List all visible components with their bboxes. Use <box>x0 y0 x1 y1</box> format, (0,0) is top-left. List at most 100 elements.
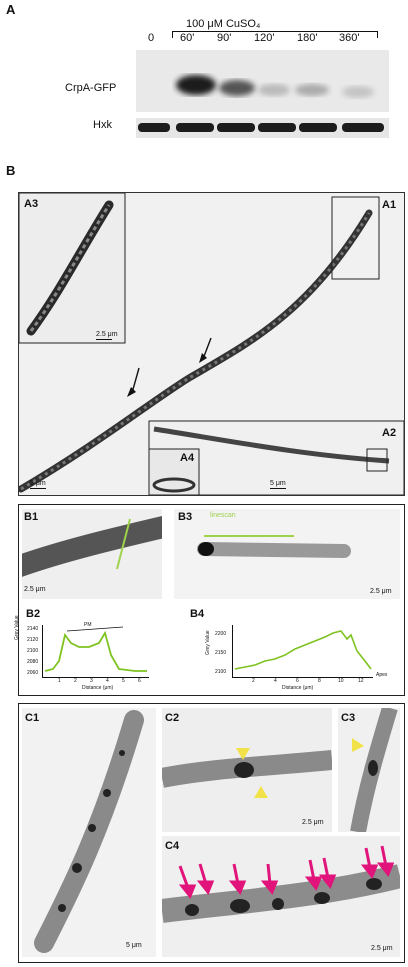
scale-c2: 2.5 μm <box>302 819 324 826</box>
arrow-shape <box>199 353 207 363</box>
scale-bar <box>96 339 112 340</box>
c4-image <box>162 836 400 957</box>
panel-c-frame <box>18 703 405 963</box>
label-b2: B2 <box>26 608 41 620</box>
arrow-shape <box>376 862 395 877</box>
label-b3: B3 <box>178 511 193 523</box>
blot-band <box>176 123 214 132</box>
b4-xtick: 8 <box>318 678 321 684</box>
arrowhead-shape <box>236 748 250 760</box>
treatment-label: 100 μM CuSO₄ <box>186 18 261 30</box>
annotation-arrow <box>66 626 124 632</box>
b2-xlabel: Distance (μm) <box>82 685 114 691</box>
scale-bar <box>270 488 286 489</box>
label-a3: A3 <box>24 198 39 210</box>
panel-b-letter: B <box>6 163 16 178</box>
linescan-line <box>116 518 131 570</box>
b2-annotation: PM <box>84 622 92 628</box>
scale-bar <box>30 488 46 489</box>
hypha-shape <box>29 204 111 332</box>
b4-xtick: 2 <box>252 678 255 684</box>
organelle <box>234 762 254 778</box>
blot-band <box>176 75 216 95</box>
b2-xtick: 5 <box>122 678 125 684</box>
organelle <box>58 904 66 912</box>
b4-xtick: 10 <box>338 678 344 684</box>
b4-ylabel: Grey Value <box>205 630 211 655</box>
b2-xtick: 2 <box>74 678 77 684</box>
arrow-shape <box>318 874 337 889</box>
b2-profile-line <box>44 630 147 672</box>
treatment-bracket <box>172 31 378 38</box>
label-b1: B1 <box>24 511 39 523</box>
region-box-a2 <box>366 448 388 472</box>
label-a4: A4 <box>180 452 195 464</box>
b4-xtick: 6 <box>296 678 299 684</box>
b2-ytick: 2080 <box>27 659 39 665</box>
arrowhead-shape <box>254 786 268 798</box>
b4-xtick: 12 <box>358 678 364 684</box>
hxk-label: Hxk <box>93 119 112 131</box>
hypha-shape <box>153 426 390 464</box>
organelle <box>119 750 125 756</box>
lane-label: 360' <box>339 32 360 44</box>
organelle <box>314 892 330 904</box>
b2-ytick: 2120 <box>27 637 39 643</box>
scale-c1: 5 μm <box>126 942 142 949</box>
arrow-shape <box>304 876 323 891</box>
crpa-gfp-blot <box>136 50 389 112</box>
blot-band <box>258 123 296 132</box>
lane-label: 180' <box>297 32 318 44</box>
scale-main: 5 μm <box>30 480 46 487</box>
c4-arrows <box>178 845 395 899</box>
linescan-label: linescan <box>210 512 236 519</box>
hxk-blot <box>136 118 389 138</box>
linescan-panel <box>18 504 405 696</box>
panel-a-letter: A <box>6 2 16 17</box>
b2-ytick: 2140 <box>27 626 39 632</box>
blot-band <box>342 123 384 132</box>
organelle <box>185 904 199 916</box>
blot-band <box>299 123 337 132</box>
lane-label: 0 <box>148 32 155 44</box>
organelle <box>72 863 82 873</box>
blot-band <box>217 123 255 132</box>
b4-xlabel: Distance (μm) <box>282 685 314 691</box>
label-c1: C1 <box>25 712 40 724</box>
hypha-shape <box>22 516 162 577</box>
b4-plot-area <box>232 625 373 678</box>
blot-band <box>295 84 329 96</box>
lane-label: 90' <box>217 32 232 44</box>
blot-band <box>219 80 255 96</box>
crpa-gfp-label: CrpA-GFP <box>65 82 117 94</box>
arrow-shape <box>127 387 136 397</box>
scale-c4: 2.5 μm <box>371 945 393 952</box>
organelle <box>230 899 250 913</box>
scale-b1: 2.5 μm <box>24 586 46 593</box>
b4-annotation: Apex <box>376 672 388 678</box>
b1-image <box>22 509 162 599</box>
label-c3: C3 <box>341 712 356 724</box>
scale-b3: 2.5 μm <box>370 588 392 595</box>
b4-profile-line <box>234 630 372 670</box>
hypha-tip <box>198 542 214 556</box>
b4-ytick: 2150 <box>215 650 227 656</box>
organelle <box>366 878 382 890</box>
blot-band <box>258 84 290 96</box>
hypha-shape <box>34 710 144 953</box>
region-box-a1 <box>331 196 380 280</box>
organelle <box>272 898 284 910</box>
label-c2: C2 <box>165 712 180 724</box>
label-a1: A1 <box>382 199 397 211</box>
b4-xtick: 4 <box>274 678 277 684</box>
c1-image <box>22 708 156 957</box>
organelle <box>368 760 378 776</box>
blot-band <box>138 123 170 132</box>
b2-ytick: 2100 <box>27 648 39 654</box>
arrow-shape <box>196 880 215 895</box>
organelle <box>88 824 96 832</box>
blot-band <box>342 86 374 98</box>
b2-ylabel: Grey Value <box>14 615 20 640</box>
arrow-shape <box>260 880 279 895</box>
lane-label: 60' <box>180 32 195 44</box>
